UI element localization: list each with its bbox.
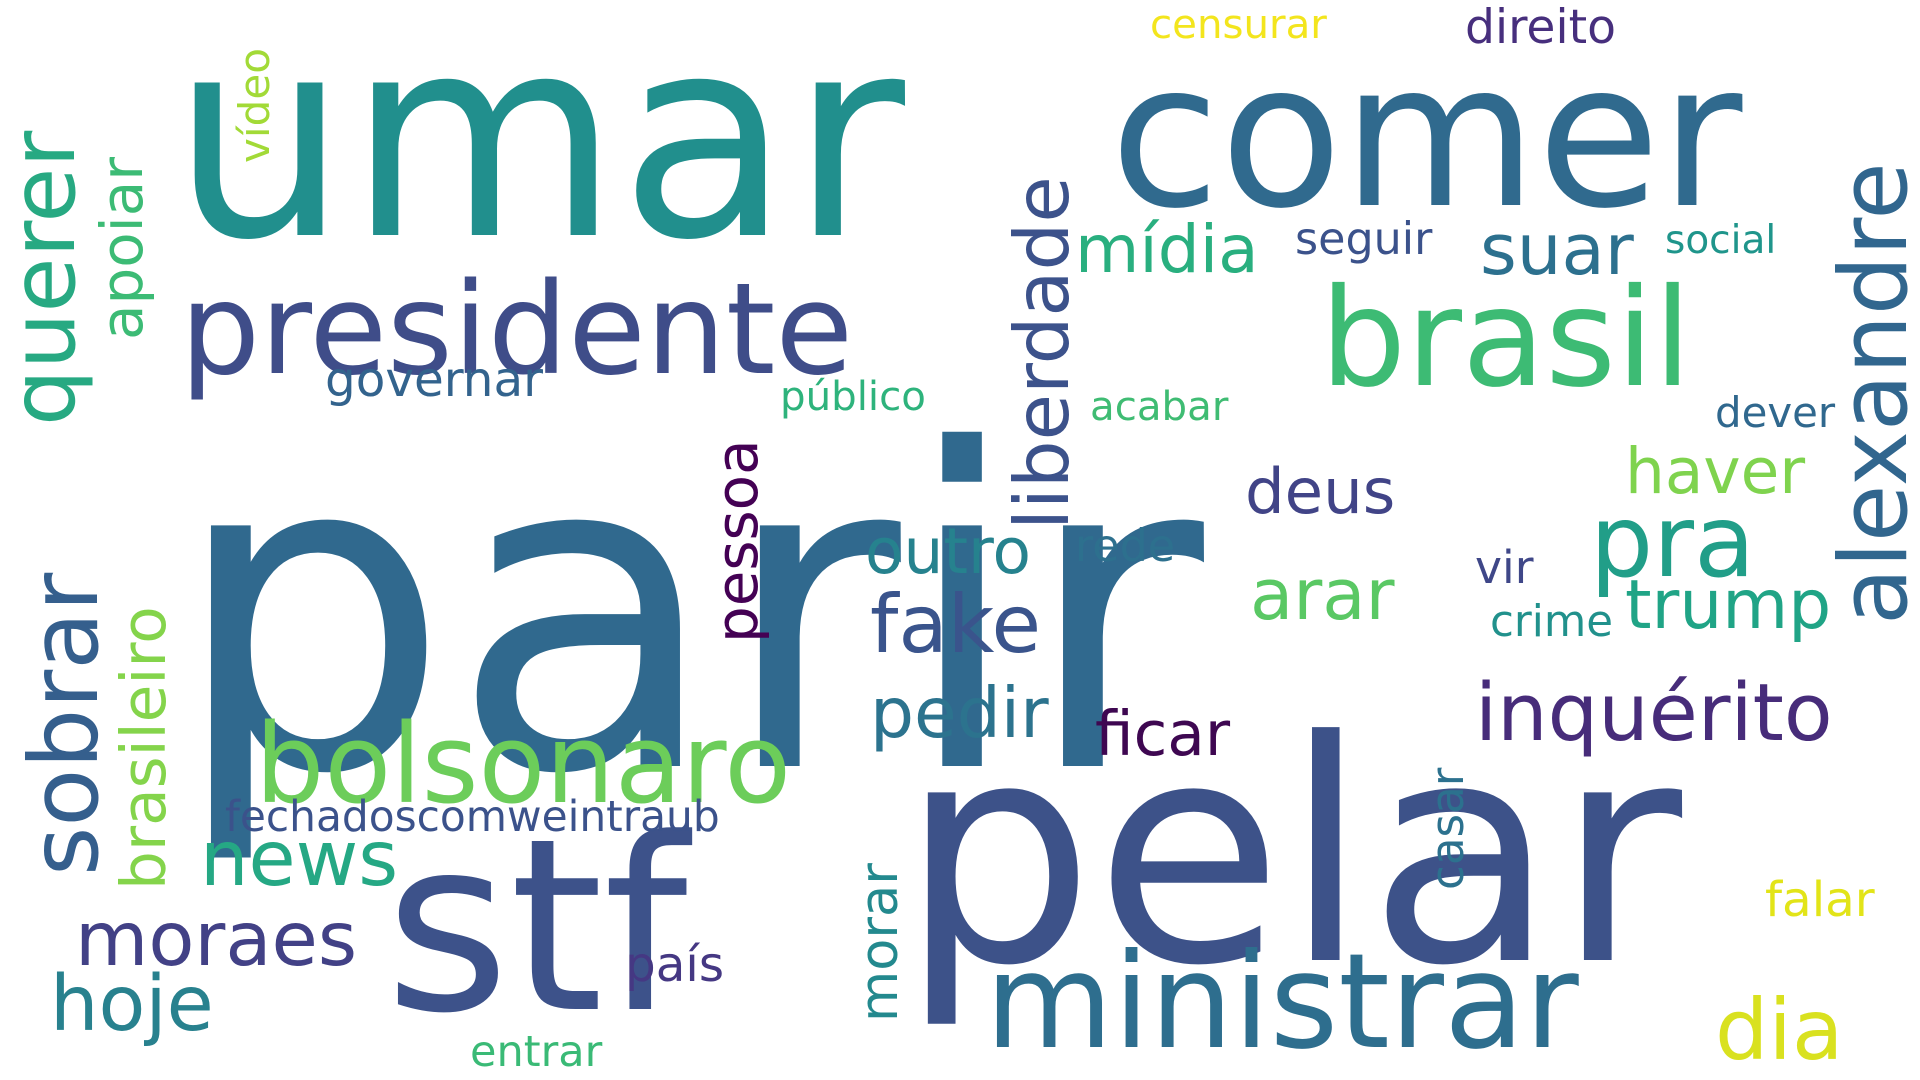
word-brasil: brasil <box>1320 260 1692 419</box>
word-midia: mídia <box>1075 210 1259 288</box>
word-vir: vir <box>1475 540 1534 594</box>
word-fechadoscomweintraub: fechadoscomweintraub <box>225 792 720 842</box>
word-falar: falar <box>1765 871 1875 928</box>
word-news: news <box>200 814 399 904</box>
word-dia: dia <box>1715 980 1844 1079</box>
word-fake: fake <box>870 577 1042 672</box>
word-dever: dever <box>1715 387 1836 437</box>
word-querer: querer <box>0 131 96 427</box>
word-arar: arar <box>1250 552 1395 636</box>
word-brasileiro: brasileiro <box>109 606 181 890</box>
word-direito: direito <box>1465 0 1616 56</box>
word-stf: stf <box>385 787 688 1066</box>
word-publico: público <box>780 373 926 421</box>
word-apoiar: apoiar <box>87 157 156 341</box>
word-moraes: moraes <box>75 895 358 984</box>
word-morar: morar <box>848 862 910 1022</box>
word-pais: país <box>625 936 725 993</box>
word-pra: pra <box>1590 484 1756 600</box>
word-video: vídeo <box>229 47 279 163</box>
word-censurar: censurar <box>1150 1 1327 49</box>
word-trump: trump <box>1625 565 1832 645</box>
word-liberdade: liberdade <box>997 176 1086 530</box>
word-alexandre: alexandre <box>1818 162 1920 625</box>
word-presidente: presidente <box>180 255 854 403</box>
word-pedir: pedir <box>870 674 1049 755</box>
word-inquerito: inquérito <box>1475 665 1833 759</box>
word-crime: crime <box>1490 596 1614 647</box>
word-seguir: seguir <box>1295 213 1433 265</box>
word-comer: comer <box>1110 20 1743 253</box>
word-hoje: hoje <box>50 959 214 1049</box>
word-entrar: entrar <box>470 1026 603 1077</box>
word-governar: governar <box>325 351 543 408</box>
word-ministrar: ministrar <box>985 925 1579 1079</box>
word-haver: haver <box>1625 435 1806 509</box>
word-pessoa: pessoa <box>702 439 771 643</box>
word-rede: rede <box>1075 521 1176 573</box>
word-umar: umar <box>171 0 906 301</box>
word-suar: suar <box>1480 207 1634 291</box>
word-acabar: acabar <box>1090 383 1229 431</box>
word-deus: deus <box>1245 455 1396 529</box>
word-outro: outro <box>865 515 1031 589</box>
word-pelar: pelar <box>900 675 1683 1033</box>
word-social: social <box>1665 218 1777 263</box>
word-ficar: ficar <box>1095 699 1231 771</box>
word-bolsonaro: bolsonaro <box>255 701 792 829</box>
word-sobrar: sobrar <box>9 572 120 877</box>
word-casar: casar <box>1420 767 1474 890</box>
word-parir: parir <box>171 358 1204 870</box>
